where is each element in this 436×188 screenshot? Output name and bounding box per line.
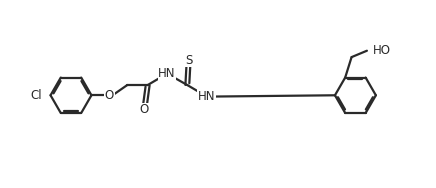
Text: HO: HO — [373, 44, 391, 57]
Text: HN: HN — [198, 90, 215, 103]
Text: S: S — [185, 54, 192, 67]
Text: O: O — [140, 103, 149, 117]
Text: O: O — [105, 89, 114, 102]
Text: Cl: Cl — [31, 89, 42, 102]
Text: HN: HN — [158, 67, 176, 80]
